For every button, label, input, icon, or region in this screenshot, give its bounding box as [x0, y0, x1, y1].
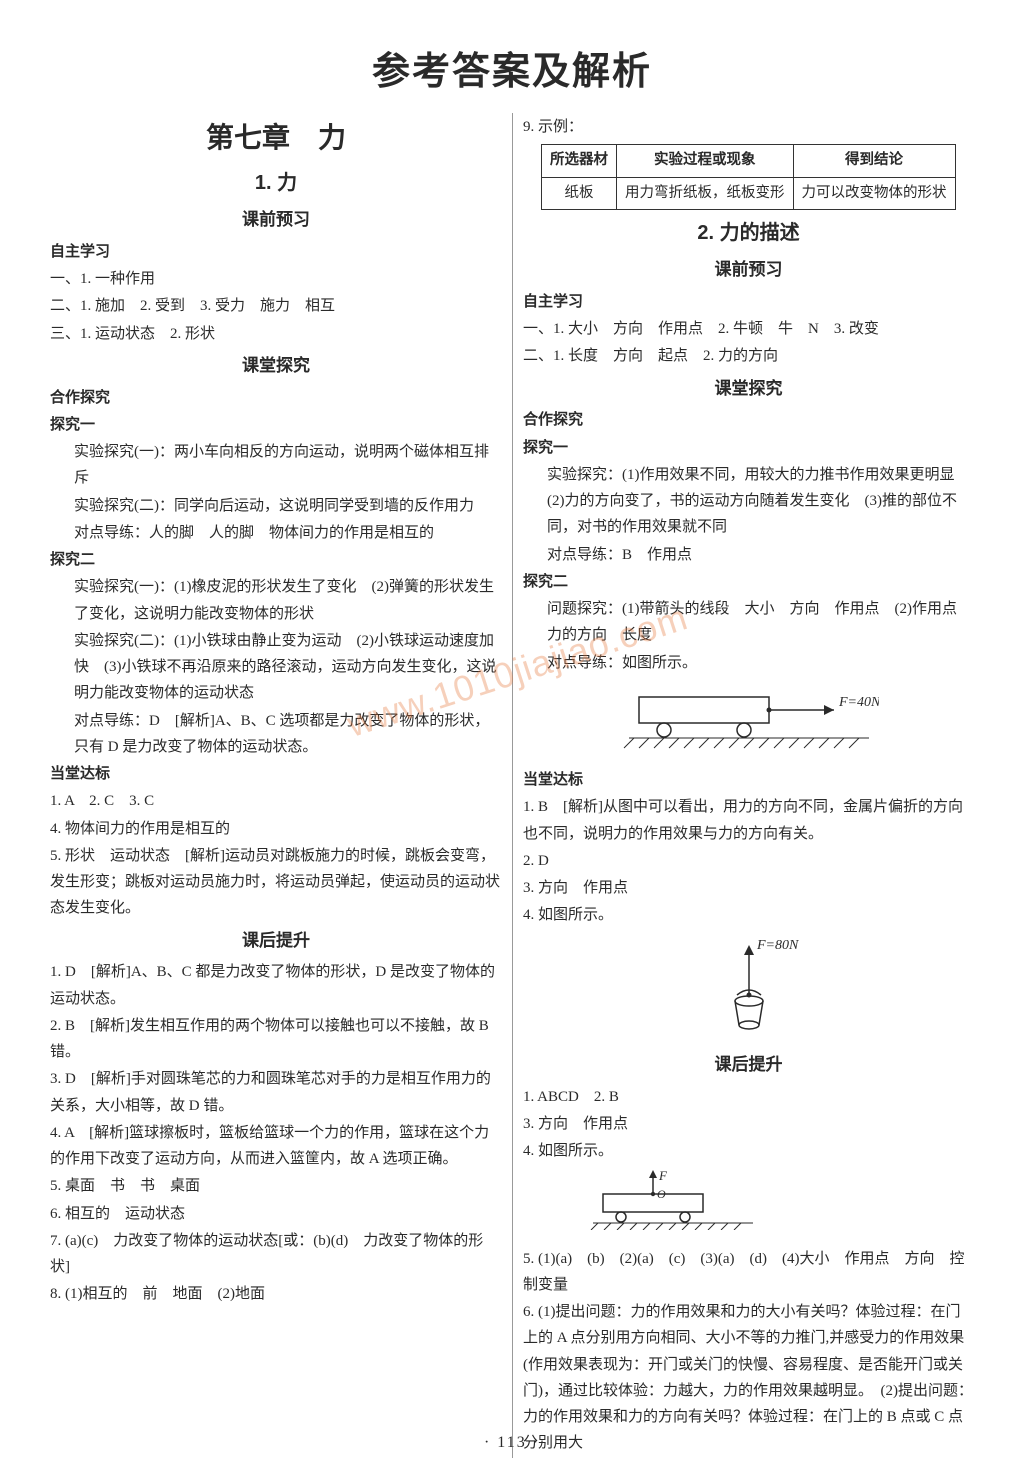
preview-heading: 课前预习	[50, 205, 502, 235]
table-cell: 力可以改变物体的形状	[793, 177, 955, 209]
text-line: 2. B [解析]发生相互作用的两个物体可以接触也可以不接触，故 B 错。	[50, 1013, 502, 1066]
right-column: 9. 示例： 所选器材 实验过程或现象 得到结论 纸板 用力弯折纸板，纸板变形 …	[512, 113, 974, 1458]
text-line: 2. D	[523, 848, 974, 874]
text-line: 8. (1)相互的 前 地面 (2)地面	[50, 1281, 502, 1307]
text-line: 1. B [解析]从图中可以看出，用力的方向不同，金属片偏折的方向也不同，说明力…	[523, 794, 974, 847]
force-label: F	[658, 1170, 668, 1183]
text-line: 3. 方向 作用点	[523, 1111, 974, 1137]
text-line: 9. 示例：	[523, 114, 974, 140]
bucket-diagram-icon: F=80N	[679, 935, 819, 1035]
explore-1-label: 探究一	[50, 412, 502, 438]
figure-bucket-80n: F=80N	[523, 935, 974, 1044]
text-line: 二、1. 施加 2. 受到 3. 受力 施力 相互	[50, 293, 502, 319]
example-table: 所选器材 实验过程或现象 得到结论 纸板 用力弯折纸板，纸板变形 力可以改变物体…	[541, 144, 956, 210]
figure-cart-f-up: O F	[523, 1170, 974, 1239]
text-line: 一、1. 一种作用	[50, 266, 502, 292]
text-line: 对点导练：D [解析]A、B、C 选项都是力改变了物体的形状，只有 D 是力改变…	[50, 708, 502, 761]
in-class-std-label: 当堂达标	[523, 767, 974, 793]
text-line: 5. 桌面 书 书 桌面	[50, 1173, 502, 1199]
text-line: 实验探究(一)：(1)橡皮泥的形状发生了变化 (2)弹簧的形状发生了变化，这说明…	[50, 574, 502, 627]
figure-cart-40n: F=40N	[523, 682, 974, 761]
text-line: 对点导练：如图所示。	[523, 650, 974, 676]
page-number: · 113 ·	[0, 1434, 1024, 1452]
text-line: 对点导练：人的脚 人的脚 物体间力的作用是相互的	[50, 520, 502, 546]
section-1-title: 1. 力	[50, 166, 502, 201]
text-line: 实验探究(二)：(1)小铁球由静止变为运动 (2)小铁球运动速度加快 (3)小铁…	[50, 628, 502, 707]
text-line: 二、1. 长度 方向 起点 2. 力的方向	[523, 343, 974, 369]
two-column-layout: 第七章 力 1. 力 课前预习 自主学习 一、1. 一种作用 二、1. 施加 2…	[50, 113, 974, 1458]
table-header: 得到结论	[793, 145, 955, 177]
text-line: 3. 方向 作用点	[523, 875, 974, 901]
table-cell: 纸板	[542, 177, 617, 209]
cart-up-diagram-icon: O F	[583, 1170, 763, 1230]
in-class-std-label: 当堂达标	[50, 761, 502, 787]
text-line: 问题探究：(1)带箭头的线段 大小 方向 作用点 (2)作用点 力的方向 长度	[523, 596, 974, 649]
table-row: 纸板 用力弯折纸板，纸板变形 力可以改变物体的形状	[542, 177, 956, 209]
cart-diagram-icon: F=40N	[619, 682, 879, 752]
self-study-label: 自主学习	[523, 289, 974, 315]
text-line: 实验探究(二)：同学向后运动，这说明同学受到墙的反作用力	[50, 493, 502, 519]
explore-2-label: 探究二	[523, 569, 974, 595]
self-study-label: 自主学习	[50, 239, 502, 265]
after-class-heading: 课后提升	[50, 926, 502, 956]
force-label: F=80N	[756, 938, 799, 953]
text-line: 4. 如图所示。	[523, 902, 974, 928]
table-header: 实验过程或现象	[617, 145, 794, 177]
class-explore-heading: 课堂探究	[523, 374, 974, 404]
preview-heading: 课前预习	[523, 255, 974, 285]
text-line: 7. (a)(c) 力改变了物体的运动状态[或：(b)(d) 力改变了物体的形状…	[50, 1228, 502, 1281]
text-line: 3. D [解析]手对圆珠笔芯的力和圆珠笔芯对手的力是相互作用力的关系，大小相等…	[50, 1066, 502, 1119]
text-line: 实验探究(一)：两小车向相反的方向运动，说明两个磁体相互排斥	[50, 439, 502, 492]
text-line: 1. ABCD 2. B	[523, 1084, 974, 1110]
coop-explore-label: 合作探究	[523, 407, 974, 433]
text-line: 对点导练：B 作用点	[523, 542, 974, 568]
text-line: 三、1. 运动状态 2. 形状	[50, 321, 502, 347]
text-line: 一、1. 大小 方向 作用点 2. 牛顿 牛 N 3. 改变	[523, 316, 974, 342]
text-line: 实验探究：(1)作用效果不同，用较大的力推书作用效果更明显 (2)力的方向变了，…	[523, 462, 974, 541]
svg-text:O: O	[657, 1187, 666, 1201]
text-line: 5. 形状 运动状态 [解析]运动员对跳板施力的时候，跳板会变弯，发生形变；跳板…	[50, 843, 502, 922]
text-line: 5. (1)(a) (b) (2)(a) (c) (3)(a) (d) (4)大…	[523, 1246, 974, 1299]
text-line: 1. D [解析]A、B、C 都是力改变了物体的形状，D 是改变了物体的运动状态…	[50, 959, 502, 1012]
table-header: 所选器材	[542, 145, 617, 177]
text-line: 6. (1)提出问题：力的作用效果和力的大小有关吗？体验过程：在门上的 A 点分…	[523, 1299, 974, 1457]
chapter-title: 第七章 力	[50, 113, 502, 162]
text-line: 4. A [解析]篮球擦板时，篮板给篮球一个力的作用，篮球在这个力的作用下改变了…	[50, 1120, 502, 1173]
page-main-title: 参考答案及解析	[50, 40, 974, 95]
text-line: 6. 相互的 运动状态	[50, 1201, 502, 1227]
explore-2-label: 探究二	[50, 547, 502, 573]
table-cell: 用力弯折纸板，纸板变形	[617, 177, 794, 209]
class-explore-heading: 课堂探究	[50, 351, 502, 381]
left-column: 第七章 力 1. 力 课前预习 自主学习 一、1. 一种作用 二、1. 施加 2…	[50, 113, 512, 1458]
table-row: 所选器材 实验过程或现象 得到结论	[542, 145, 956, 177]
text-line: 4. 物体间力的作用是相互的	[50, 816, 502, 842]
after-class-heading: 课后提升	[523, 1050, 974, 1080]
text-line: 4. 如图所示。	[523, 1138, 974, 1164]
coop-explore-label: 合作探究	[50, 385, 502, 411]
text-line: 1. A 2. C 3. C	[50, 788, 502, 814]
explore-1-label: 探究一	[523, 435, 974, 461]
force-label: F=40N	[838, 695, 879, 710]
section-2-title: 2. 力的描述	[523, 216, 974, 251]
